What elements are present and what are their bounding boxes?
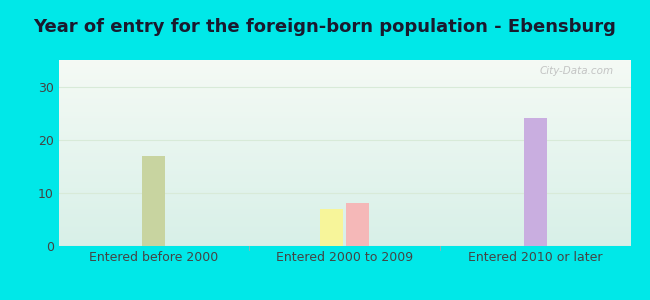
Text: City-Data.com: City-Data.com: [540, 66, 614, 76]
Bar: [346, 203, 369, 246]
Bar: [142, 156, 165, 246]
Bar: [524, 118, 547, 246]
Text: Year of entry for the foreign-born population - Ebensburg: Year of entry for the foreign-born popul…: [34, 18, 616, 36]
Bar: [320, 209, 343, 246]
